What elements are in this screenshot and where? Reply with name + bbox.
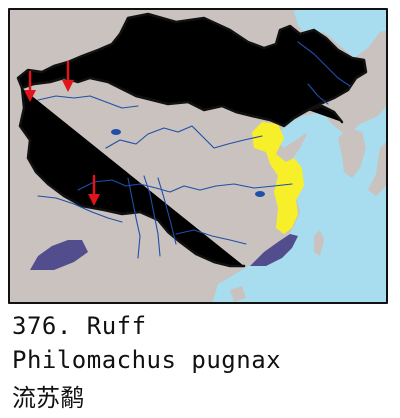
japan-fragment — [368, 140, 388, 196]
southern-border — [18, 86, 246, 268]
range-purple-southeast-coast — [250, 234, 298, 266]
river-brahmaputra — [37, 195, 123, 223]
occurrence-arrow-north — [62, 60, 74, 92]
chinese-name: 流苏鹬 — [12, 384, 84, 412]
korea-border — [306, 104, 344, 124]
lake-qinghai — [111, 129, 121, 135]
species-number-name: 376. Ruff — [12, 312, 147, 340]
river-yellow — [105, 125, 263, 149]
scientific-name: Philomachus pugnax — [12, 346, 282, 374]
river-heilong — [297, 41, 351, 87]
range-map — [8, 8, 388, 304]
river-yangtze — [77, 179, 293, 193]
range-purple-southwest — [30, 240, 88, 270]
korean-peninsula — [338, 128, 366, 178]
range-yellow-passage — [252, 122, 304, 234]
river-southwest-3 — [157, 177, 177, 245]
hainan-island — [230, 286, 246, 302]
river-northeast — [307, 83, 329, 105]
taiwan-island — [314, 230, 324, 256]
china-map-svg — [8, 8, 388, 304]
occurrence-arrow-west — [24, 70, 36, 102]
lake-poyang — [255, 191, 265, 197]
map-frame-border — [8, 8, 388, 304]
river-pearl — [175, 229, 247, 245]
river-southwest-1 — [127, 177, 141, 259]
national-border — [16, 12, 368, 128]
river-xinjiang — [37, 95, 139, 109]
occurrence-arrow-south — [88, 174, 100, 206]
river-southwest-2 — [143, 175, 161, 257]
